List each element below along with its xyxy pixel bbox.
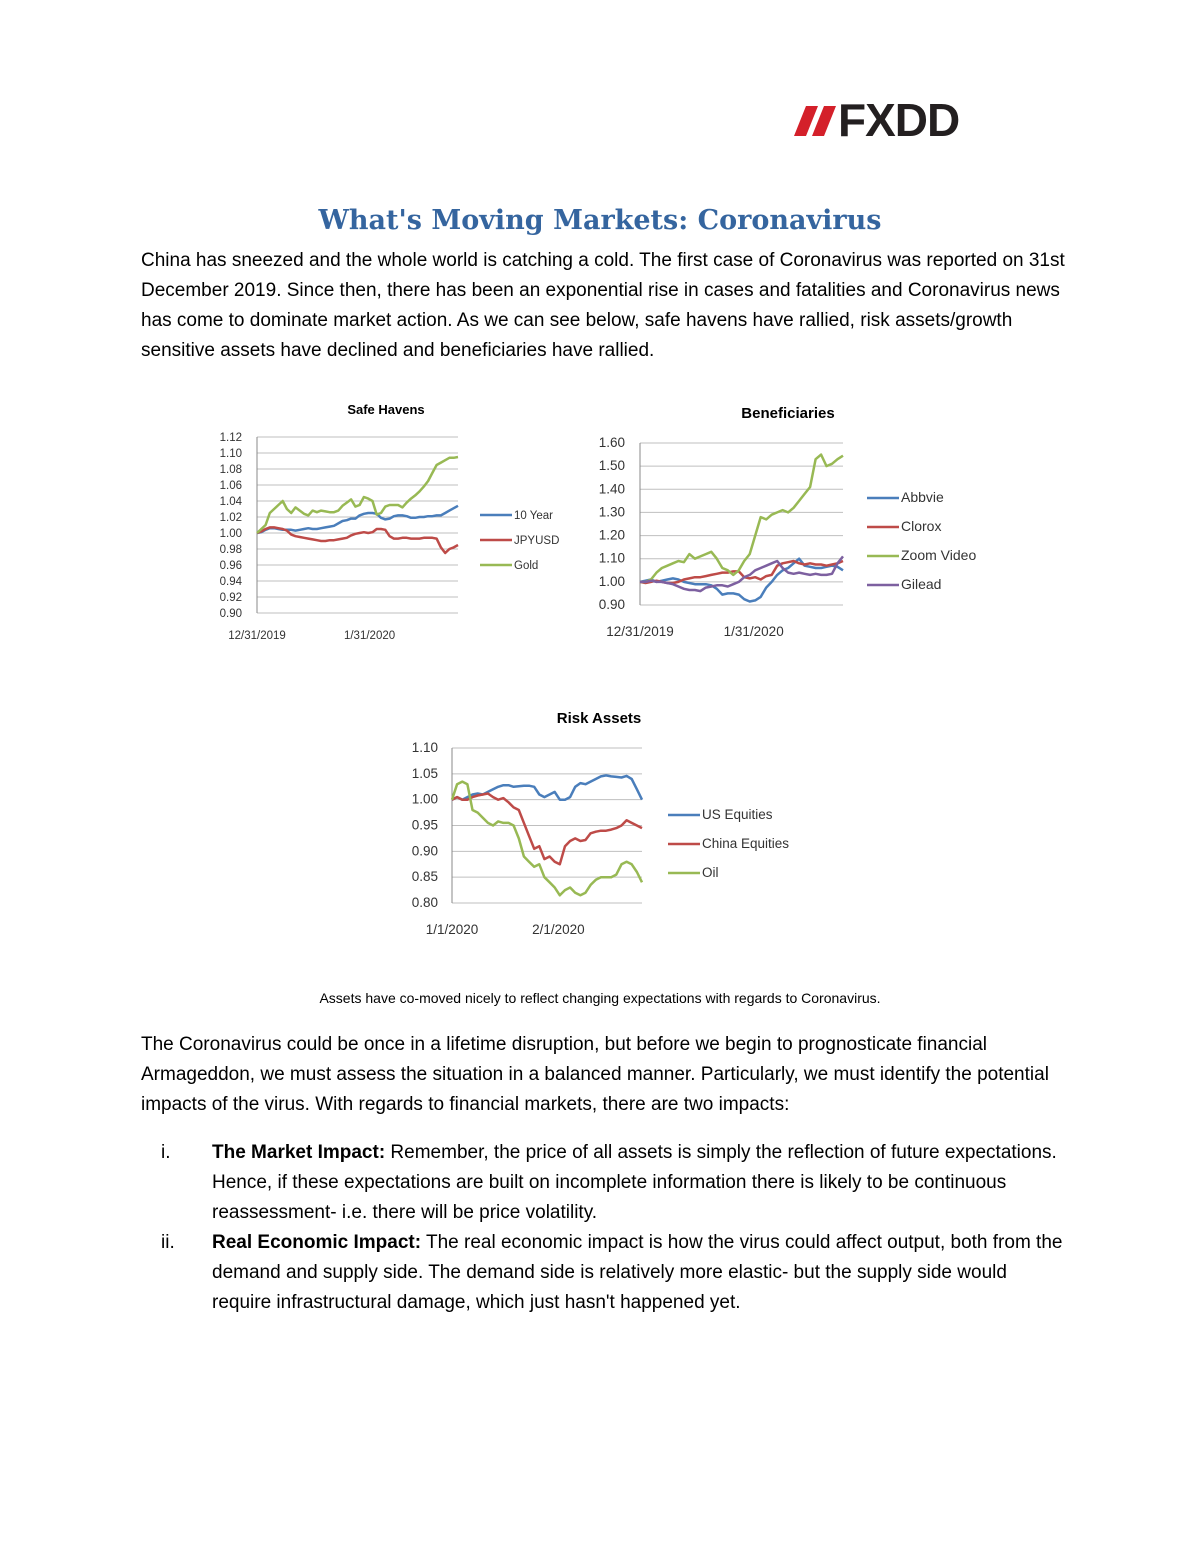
y-tick-label: 1.30: [599, 504, 625, 519]
legend-label: 10 Year: [514, 510, 553, 522]
series-line-zoom-video: [640, 453, 844, 584]
chart-caption: Assets have co-moved nicely to reflect c…: [319, 990, 881, 1006]
y-tick-label: 1.02: [220, 512, 242, 524]
y-tick-label: 1.10: [220, 448, 242, 460]
intro-paragraph: China has sneezed and the whole world is…: [141, 250, 1065, 361]
page-title: What's Moving Markets: Coronavirus: [318, 205, 882, 236]
series-line-china-equities: [451, 792, 643, 866]
chart-title: Beneficiaries: [741, 405, 834, 422]
y-tick-label: 0.98: [220, 544, 242, 556]
y-tick-label: 1.00: [220, 528, 242, 540]
list-body: The real economic impact is how the viru…: [212, 1232, 1063, 1313]
legend-label: Abbvie: [901, 489, 944, 505]
y-tick-label: 0.96: [220, 560, 242, 572]
risk-assets-chart: Risk Assets 1.10 1.05 1.00 0.95 0.90 0.85 0.80 1…: [412, 710, 790, 937]
x-tick-label: 12/31/2019: [228, 630, 286, 642]
series-line-gold: [256, 455, 459, 534]
x-tick-label: 1/31/2020: [724, 624, 784, 639]
series-line-10-year: [256, 504, 459, 535]
legend-label: Oil: [702, 865, 719, 880]
y-tick-label: 1.10: [412, 740, 438, 755]
legend-label: China Equities: [702, 836, 789, 851]
list-text: The Market Impact: Remember, the price o…: [212, 1138, 1071, 1228]
list-body: Remember, the price of all assets is sim…: [212, 1142, 1057, 1223]
list-item: ii. Real Economic Impact: The real econo…: [141, 1228, 1071, 1318]
y-tick-label: 1.20: [599, 528, 625, 543]
y-tick-label: 1.10: [599, 551, 625, 566]
series-line-abbvie: [639, 557, 844, 603]
legend-label: Gold: [514, 560, 538, 572]
y-tick-label: 1.40: [599, 481, 625, 496]
y-tick-label: 1.06: [220, 480, 242, 492]
logo-text: FXDD: [838, 94, 959, 146]
x-tick-label: 1/1/2020: [426, 922, 479, 937]
y-tick-label: 0.85: [412, 869, 438, 884]
list-heading: Real Economic Impact:: [212, 1232, 422, 1253]
legend-label: Zoom Video: [901, 547, 976, 563]
y-tick-label: 1.12: [220, 432, 242, 444]
x-tick-label: 1/31/2020: [344, 630, 395, 642]
y-tick-label: 1.50: [599, 458, 625, 473]
y-tick-label: 1.05: [412, 766, 438, 781]
series-line-oil: [450, 780, 644, 897]
list-number: i.: [161, 1142, 171, 1163]
y-tick-label: 0.90: [220, 608, 242, 620]
x-tick-label: 12/31/2019: [606, 624, 674, 639]
chart-title: Safe Havens: [347, 402, 424, 417]
series-line-gilead: [640, 555, 844, 593]
list-heading: The Market Impact:: [212, 1142, 386, 1163]
list-number: ii.: [161, 1232, 175, 1253]
y-tick-label: 1.04: [220, 496, 243, 508]
y-tick-label: 0.94: [220, 576, 243, 588]
legend-label: Clorox: [901, 518, 941, 534]
legend-label: Gilead: [901, 576, 941, 592]
y-tick-label: 0.80: [412, 895, 438, 910]
y-tick-label: 1.60: [599, 435, 625, 450]
legend-label: US Equities: [702, 807, 773, 822]
fxdd-logo: FXDD: [794, 94, 960, 146]
logo-slash-2: [812, 106, 836, 136]
chart-title: Risk Assets: [557, 710, 642, 727]
y-tick-label: 0.95: [412, 818, 438, 833]
x-tick-label: 2/1/2020: [532, 922, 585, 937]
y-tick-label: 0.90: [599, 597, 625, 612]
body-paragraph: The Coronavirus could be once in a lifet…: [141, 1034, 1049, 1115]
y-tick-label: 1.08: [220, 464, 242, 476]
series-line-clorox: [639, 559, 844, 585]
list-text: Real Economic Impact: The real economic …: [212, 1228, 1071, 1318]
list-item: i. The Market Impact: Remember, the pric…: [141, 1138, 1071, 1228]
y-tick-label: 0.92: [220, 592, 242, 604]
impacts-list: i. The Market Impact: Remember, the pric…: [141, 1138, 1071, 1318]
series-line-jpyusd: [256, 526, 459, 555]
y-tick-label: 0.90: [412, 843, 438, 858]
y-tick-label: 1.00: [412, 792, 438, 807]
beneficiaries-chart: Beneficiaries 1.60 1.50 1.40 1.30 1.20 1.10 1.0…: [599, 405, 977, 639]
y-tick-label: 1.00: [599, 574, 625, 589]
safe-havens-chart: Safe Havens 1.12 1.10 1.08 1.06 1.04 1.02 1.00 0…: [220, 402, 560, 642]
logo-slash-1: [794, 106, 818, 136]
legend-label: JPYUSD: [514, 535, 559, 547]
